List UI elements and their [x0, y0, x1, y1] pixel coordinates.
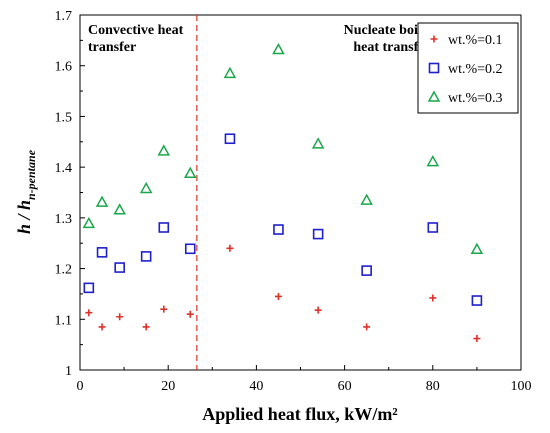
data-point — [470, 242, 484, 255]
legend-marker — [427, 90, 441, 102]
data-point — [427, 222, 439, 233]
data-point — [140, 251, 152, 262]
data-point — [116, 313, 124, 321]
data-point — [82, 216, 96, 229]
x-tick-label: 100 — [511, 379, 532, 394]
y-axis-title: h / hn-pentane — [14, 149, 38, 234]
data-point — [272, 42, 285, 55]
x-tick-label: 80 — [426, 379, 440, 394]
legend-label: wt.%=0.2 — [448, 62, 503, 77]
data-point — [311, 137, 325, 149]
data-point — [85, 309, 93, 317]
x-tick-label: 20 — [161, 379, 175, 394]
data-point — [184, 243, 196, 255]
y-tick-label: 1.1 — [55, 313, 73, 328]
y-tick-label: 1.7 — [55, 9, 73, 24]
data-point — [158, 222, 170, 233]
legend-marker — [430, 35, 438, 43]
y-tick-label: 1.4 — [55, 161, 73, 176]
x-axis-title: Applied heat flux, kW/m² — [202, 404, 397, 424]
y-axis-title-main: h / h — [14, 200, 34, 234]
data-point — [363, 323, 371, 331]
data-point — [226, 244, 234, 252]
data-point — [429, 294, 437, 302]
data-point — [223, 66, 237, 79]
data-point — [83, 282, 95, 294]
data-point — [471, 295, 483, 306]
legend-label: wt.%=0.3 — [448, 91, 503, 106]
x-tick-label: 60 — [338, 379, 352, 394]
data-point — [274, 292, 282, 300]
data-point — [360, 193, 373, 205]
data-point — [183, 166, 197, 178]
annotation-convective-line1: Convective heat — [88, 23, 184, 38]
annotation-convective: Convective heat transfer — [88, 23, 184, 55]
data-point — [426, 155, 440, 167]
data-point — [224, 133, 236, 145]
data-point — [473, 335, 481, 343]
y-tick-label: 1 — [65, 364, 72, 379]
y-axis-ticks: 1 1.1 1.2 1.3 1.4 1.5 1.6 1.7 — [55, 9, 85, 379]
legend-items: wt.%=0.1 wt.%=0.2 wt.%=0.3 — [427, 33, 503, 106]
y-axis-title-subscript: n-pentane — [24, 149, 38, 200]
data-point — [312, 228, 324, 240]
data-point — [314, 306, 322, 314]
x-tick-label: 0 — [77, 379, 84, 394]
data-point — [139, 181, 153, 194]
x-axis-ticks: 0 20 40 60 80 100 — [77, 365, 532, 394]
y-tick-label: 1.5 — [55, 110, 73, 125]
data-point — [142, 323, 150, 331]
data-point — [96, 247, 108, 258]
data-point — [186, 310, 194, 318]
annotation-nucleate-line1: Nucleate boiling — [344, 23, 441, 38]
data-point — [157, 144, 171, 156]
y-tick-label: 1.2 — [55, 263, 73, 278]
series-1 — [85, 244, 481, 343]
data-point — [95, 195, 109, 207]
annotation-convective-line2: transfer — [88, 40, 136, 55]
legend: wt.%=0.1 wt.%=0.2 wt.%=0.3 — [417, 22, 519, 114]
data-point — [361, 265, 372, 276]
annotation-nucleate-line2: heat transfer — [353, 40, 430, 55]
legend-marker — [428, 62, 440, 74]
data-point — [114, 262, 125, 273]
data-point — [113, 203, 126, 215]
annotation-nucleate: Nucleate boiling heat transfer — [344, 23, 441, 55]
series-2 — [83, 133, 483, 306]
data-point — [98, 323, 106, 331]
data-point — [160, 305, 168, 313]
y-tick-label: 1.6 — [55, 60, 73, 75]
legend-label: wt.%=0.1 — [448, 33, 503, 48]
y-tick-label: 1.3 — [55, 212, 73, 227]
data-point — [273, 224, 284, 235]
series-3 — [82, 42, 484, 255]
x-tick-label: 40 — [249, 379, 263, 394]
data-points — [82, 42, 484, 343]
